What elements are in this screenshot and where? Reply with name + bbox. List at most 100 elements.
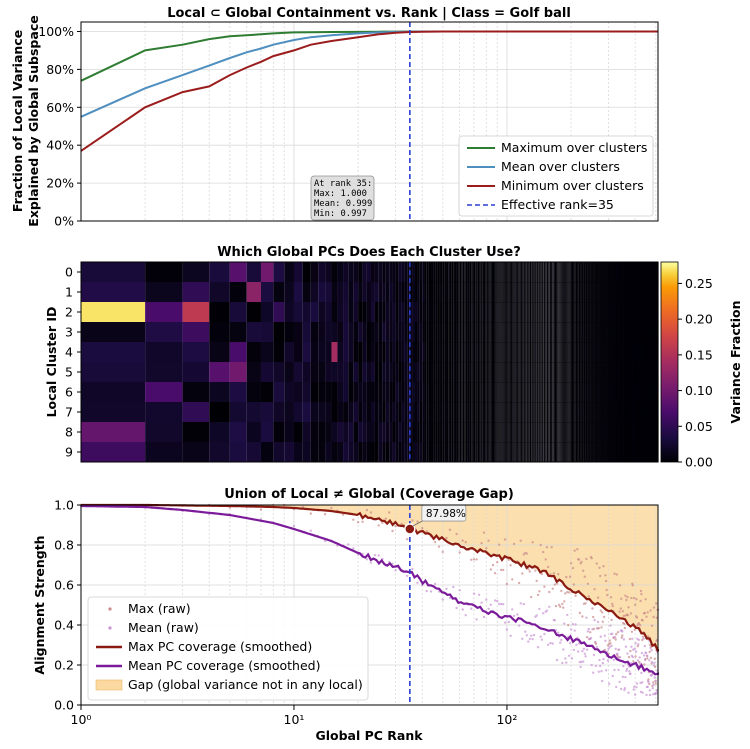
heatmap-cell: [609, 402, 611, 423]
heatmap-cell: [581, 422, 582, 443]
heatmap-cell: [284, 362, 294, 383]
heatmap-cell: [519, 322, 520, 343]
heatmap-cell: [515, 402, 517, 423]
heatmap-cell: [592, 382, 594, 403]
heatmap-cell: [514, 322, 516, 343]
heatmap-cell: [556, 442, 557, 463]
heatmap-cell: [597, 322, 598, 343]
heatmap-cell: [439, 422, 441, 443]
heatmap-cell: [482, 362, 484, 383]
heatmap-cell: [564, 282, 566, 303]
heatmap-cell: [461, 442, 463, 463]
heatmap-cell: [523, 322, 524, 343]
heatmap-cell: [556, 422, 557, 443]
heatmap-cell: [533, 382, 535, 403]
heatmap-cell: [596, 322, 597, 343]
heatmap-cell: [573, 322, 574, 343]
heatmap-cell: [599, 382, 601, 403]
heatmap-cell: [578, 282, 580, 303]
heatmap-cell: [526, 262, 527, 283]
heatmap-cell: [414, 322, 418, 343]
heatmap-cell: [599, 382, 600, 403]
heatmap-cell: [602, 382, 604, 403]
heatmap-cell: [514, 302, 515, 323]
heatmap-cell: [599, 402, 601, 423]
heatmap-cell: [584, 402, 585, 423]
heatmap-cell: [578, 422, 579, 443]
heatmap-cell: [609, 402, 611, 423]
heatmap-cell: [260, 322, 274, 343]
heatmap-cell: [598, 442, 600, 463]
heatmap-cell: [603, 262, 605, 283]
legend-label-min: Minimum over clusters: [501, 178, 644, 193]
heatmap-cell: [209, 442, 230, 463]
heatmap-cell: [573, 262, 574, 283]
heatmap-cell: [498, 382, 500, 403]
heatmap-cell: [538, 302, 540, 323]
heatmap-cell: [529, 442, 531, 463]
heatmap-cell: [575, 262, 577, 283]
heatmap-cell: [527, 342, 529, 363]
heatmap-cell: [560, 262, 562, 283]
heatmap-cell: [401, 402, 405, 423]
heatmap-cell: [589, 382, 590, 403]
heatmap-cell: [590, 362, 592, 383]
heatmap-cell: [560, 402, 562, 423]
heatmap-cell: [382, 362, 386, 383]
heatmap-cell: [456, 282, 459, 303]
heatmap-cell: [448, 322, 450, 343]
heatmap-cell: [562, 402, 563, 423]
heatmap-cell: [584, 422, 586, 443]
heatmap-cell: [607, 282, 609, 303]
heatmap-cell: [606, 342, 608, 363]
heatmap-cell: [531, 262, 532, 283]
heatmap-cell: [468, 362, 470, 383]
heatmap-cell: [395, 382, 399, 403]
heatmap-cell: [575, 362, 577, 383]
heatmap-cell: [412, 382, 415, 403]
heatmap-cell: [611, 422, 612, 443]
heatmap-cell: [510, 282, 512, 303]
heatmap-cell: [302, 322, 311, 343]
heatmap-cell: [561, 262, 562, 283]
heatmap-cell: [577, 302, 579, 323]
heatmap-cell: [494, 402, 496, 423]
heatmap-cell: [601, 382, 602, 403]
heatmap-cell: [481, 362, 483, 383]
heatmap-cell: [491, 322, 493, 343]
heatmap-cell: [568, 342, 570, 363]
heatmap-cell: [440, 262, 443, 283]
heatmap-cell: [540, 342, 542, 363]
heatmap-cell: [511, 402, 513, 423]
heatmap-cell: [374, 262, 379, 283]
heatmap-cell: [492, 322, 495, 343]
heatmap-cell: [593, 262, 595, 283]
heatmap-cell: [506, 282, 508, 303]
heatmap-cell: [554, 302, 556, 323]
heatmap-cell: [578, 402, 579, 423]
heatmap-cell: [366, 422, 372, 443]
heatmap-cell: [534, 422, 535, 443]
heatmap-cell: [539, 342, 541, 363]
heatmap-cell: [588, 302, 590, 323]
heatmap-cell: [607, 402, 608, 423]
heatmap-cell: [511, 342, 513, 363]
heatmap-cell: [465, 422, 468, 443]
heatmap-cell: [603, 302, 605, 323]
heatmap-cell: [477, 382, 480, 403]
heatmap-cell: [502, 302, 504, 323]
heatmap-cell: [417, 282, 420, 303]
heatmap-cell: [580, 302, 581, 323]
heatmap-cell: [531, 262, 533, 283]
heatmap-cell: [547, 362, 549, 383]
heatmap-cell: [459, 442, 462, 463]
heatmap-cell: [519, 262, 520, 283]
heatmap-cell: [485, 342, 487, 363]
heatmap-cell: [371, 362, 375, 383]
heatmap-cell: [594, 442, 596, 463]
heatmap-cell: [591, 342, 592, 363]
heatmap-cell: [540, 402, 541, 423]
heatmap-cell: [591, 282, 593, 303]
heatmap-cell: [595, 442, 597, 463]
heatmap-cell: [595, 262, 596, 283]
